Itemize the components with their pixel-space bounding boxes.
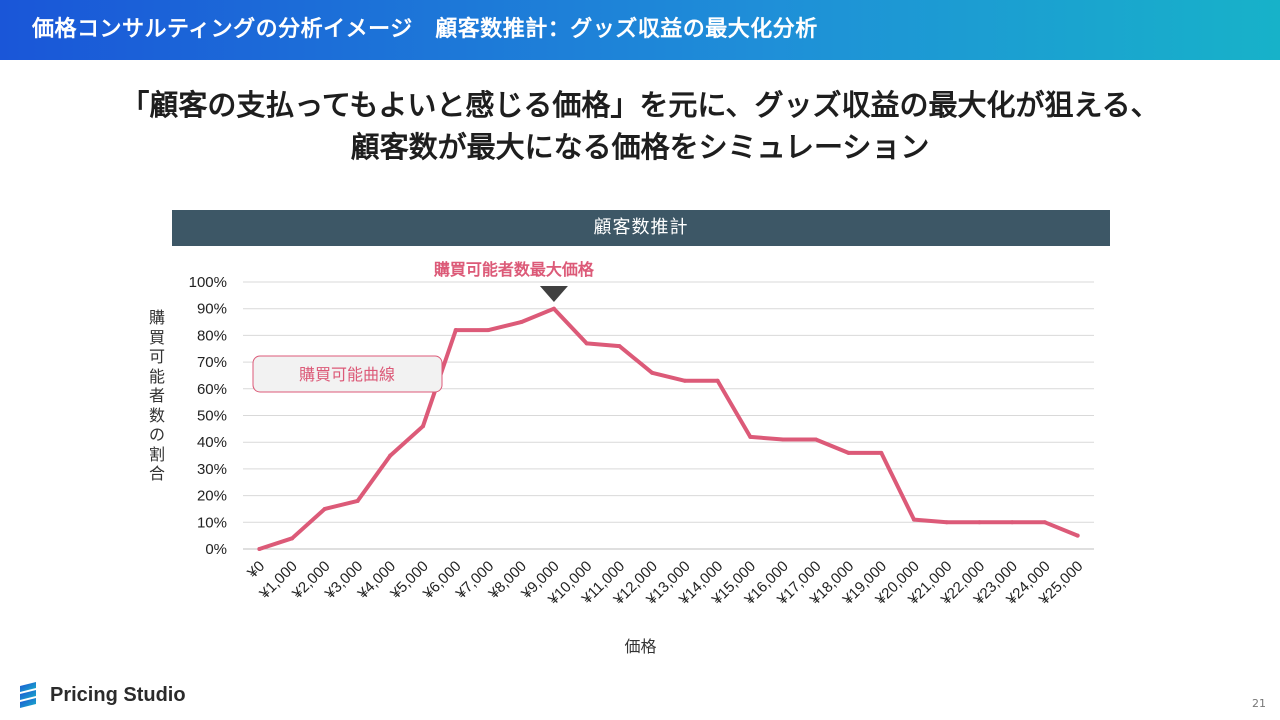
data-point <box>781 437 786 442</box>
legend-box <box>252 355 443 393</box>
data-point <box>355 498 360 503</box>
y-tick-label: 60% <box>197 381 227 398</box>
data-point <box>421 424 426 429</box>
y-axis-label-char: 合 <box>148 464 165 483</box>
data-point <box>944 520 949 525</box>
y-tick-label: 10% <box>197 514 227 531</box>
slide-title: 価格コンサルティングの分析イメージ 顧客数推計：グッズ収益の最大化分析 <box>32 17 818 42</box>
data-point <box>1075 533 1080 538</box>
y-tick-label: 50% <box>197 408 227 425</box>
page-number: 21 <box>1252 697 1266 710</box>
y-axis-label-char: 可 <box>148 347 165 366</box>
y-tick-label: 20% <box>197 488 227 505</box>
data-point <box>290 536 295 541</box>
data-point <box>388 453 393 458</box>
data-point <box>846 450 851 455</box>
y-axis-label-char: 購 <box>148 308 165 327</box>
y-tick-label: 70% <box>197 354 227 371</box>
chart-title: 顧客数推計 <box>172 210 1110 246</box>
y-axis-label-char: 買 <box>148 327 165 347</box>
headline: 「顧客の支払ってもよいと感じる価格」を元に、グッズ収益の最大化が狙える、 顧客数… <box>0 84 1280 168</box>
data-point <box>1010 520 1015 525</box>
y-axis-label-char: の <box>148 425 165 444</box>
y-tick-label: 90% <box>197 301 227 318</box>
y-tick-label: 30% <box>197 461 227 478</box>
headline-line-1: 「顧客の支払ってもよいと感じる価格」を元に、グッズ収益の最大化が狙える、 <box>120 88 1160 122</box>
y-axis-label: 購買可能者数の割合 <box>144 308 170 484</box>
data-point <box>1042 520 1047 525</box>
y-axis-label-char: 者 <box>148 386 165 405</box>
y-tick-label: 80% <box>197 327 227 344</box>
annotation-label: 購買可能者数最大価格 <box>433 260 595 279</box>
y-tick-label: 100% <box>189 274 227 291</box>
brand-logo: Pricing Studio <box>16 680 186 710</box>
y-axis-label-char: 能 <box>148 366 165 386</box>
brand-name: Pricing Studio <box>50 683 186 706</box>
data-point <box>257 547 262 551</box>
header-bar: 価格コンサルティングの分析イメージ 顧客数推計：グッズ収益の最大化分析 <box>0 0 1280 60</box>
y-tick-label: 40% <box>197 434 227 451</box>
pricing-studio-logo-icon <box>20 682 36 708</box>
data-point <box>879 450 884 455</box>
data-point <box>748 434 753 439</box>
down-triangle-icon <box>539 286 568 302</box>
data-point <box>486 328 491 333</box>
y-tick-label: 0% <box>205 541 227 558</box>
y-axis-label-char: 割 <box>148 444 165 464</box>
data-point <box>453 328 458 333</box>
data-point <box>911 517 916 522</box>
data-point <box>584 341 589 346</box>
data-point <box>682 378 687 383</box>
data-point <box>650 370 655 375</box>
legend-label: 購買可能曲線 <box>299 365 395 384</box>
headline-line-2: 顧客数が最大になる価格をシミュレーション <box>350 130 930 164</box>
data-point <box>977 520 982 525</box>
data-point <box>519 320 524 325</box>
data-point <box>715 378 720 383</box>
data-point <box>813 437 818 442</box>
x-tick-label: ¥0 <box>244 558 269 583</box>
y-axis-label-char: 数 <box>148 405 165 425</box>
data-point <box>551 306 556 311</box>
series-line <box>257 306 1080 551</box>
data-point <box>322 506 327 511</box>
x-axis-label: 価格 <box>624 637 656 656</box>
data-point <box>617 344 622 349</box>
